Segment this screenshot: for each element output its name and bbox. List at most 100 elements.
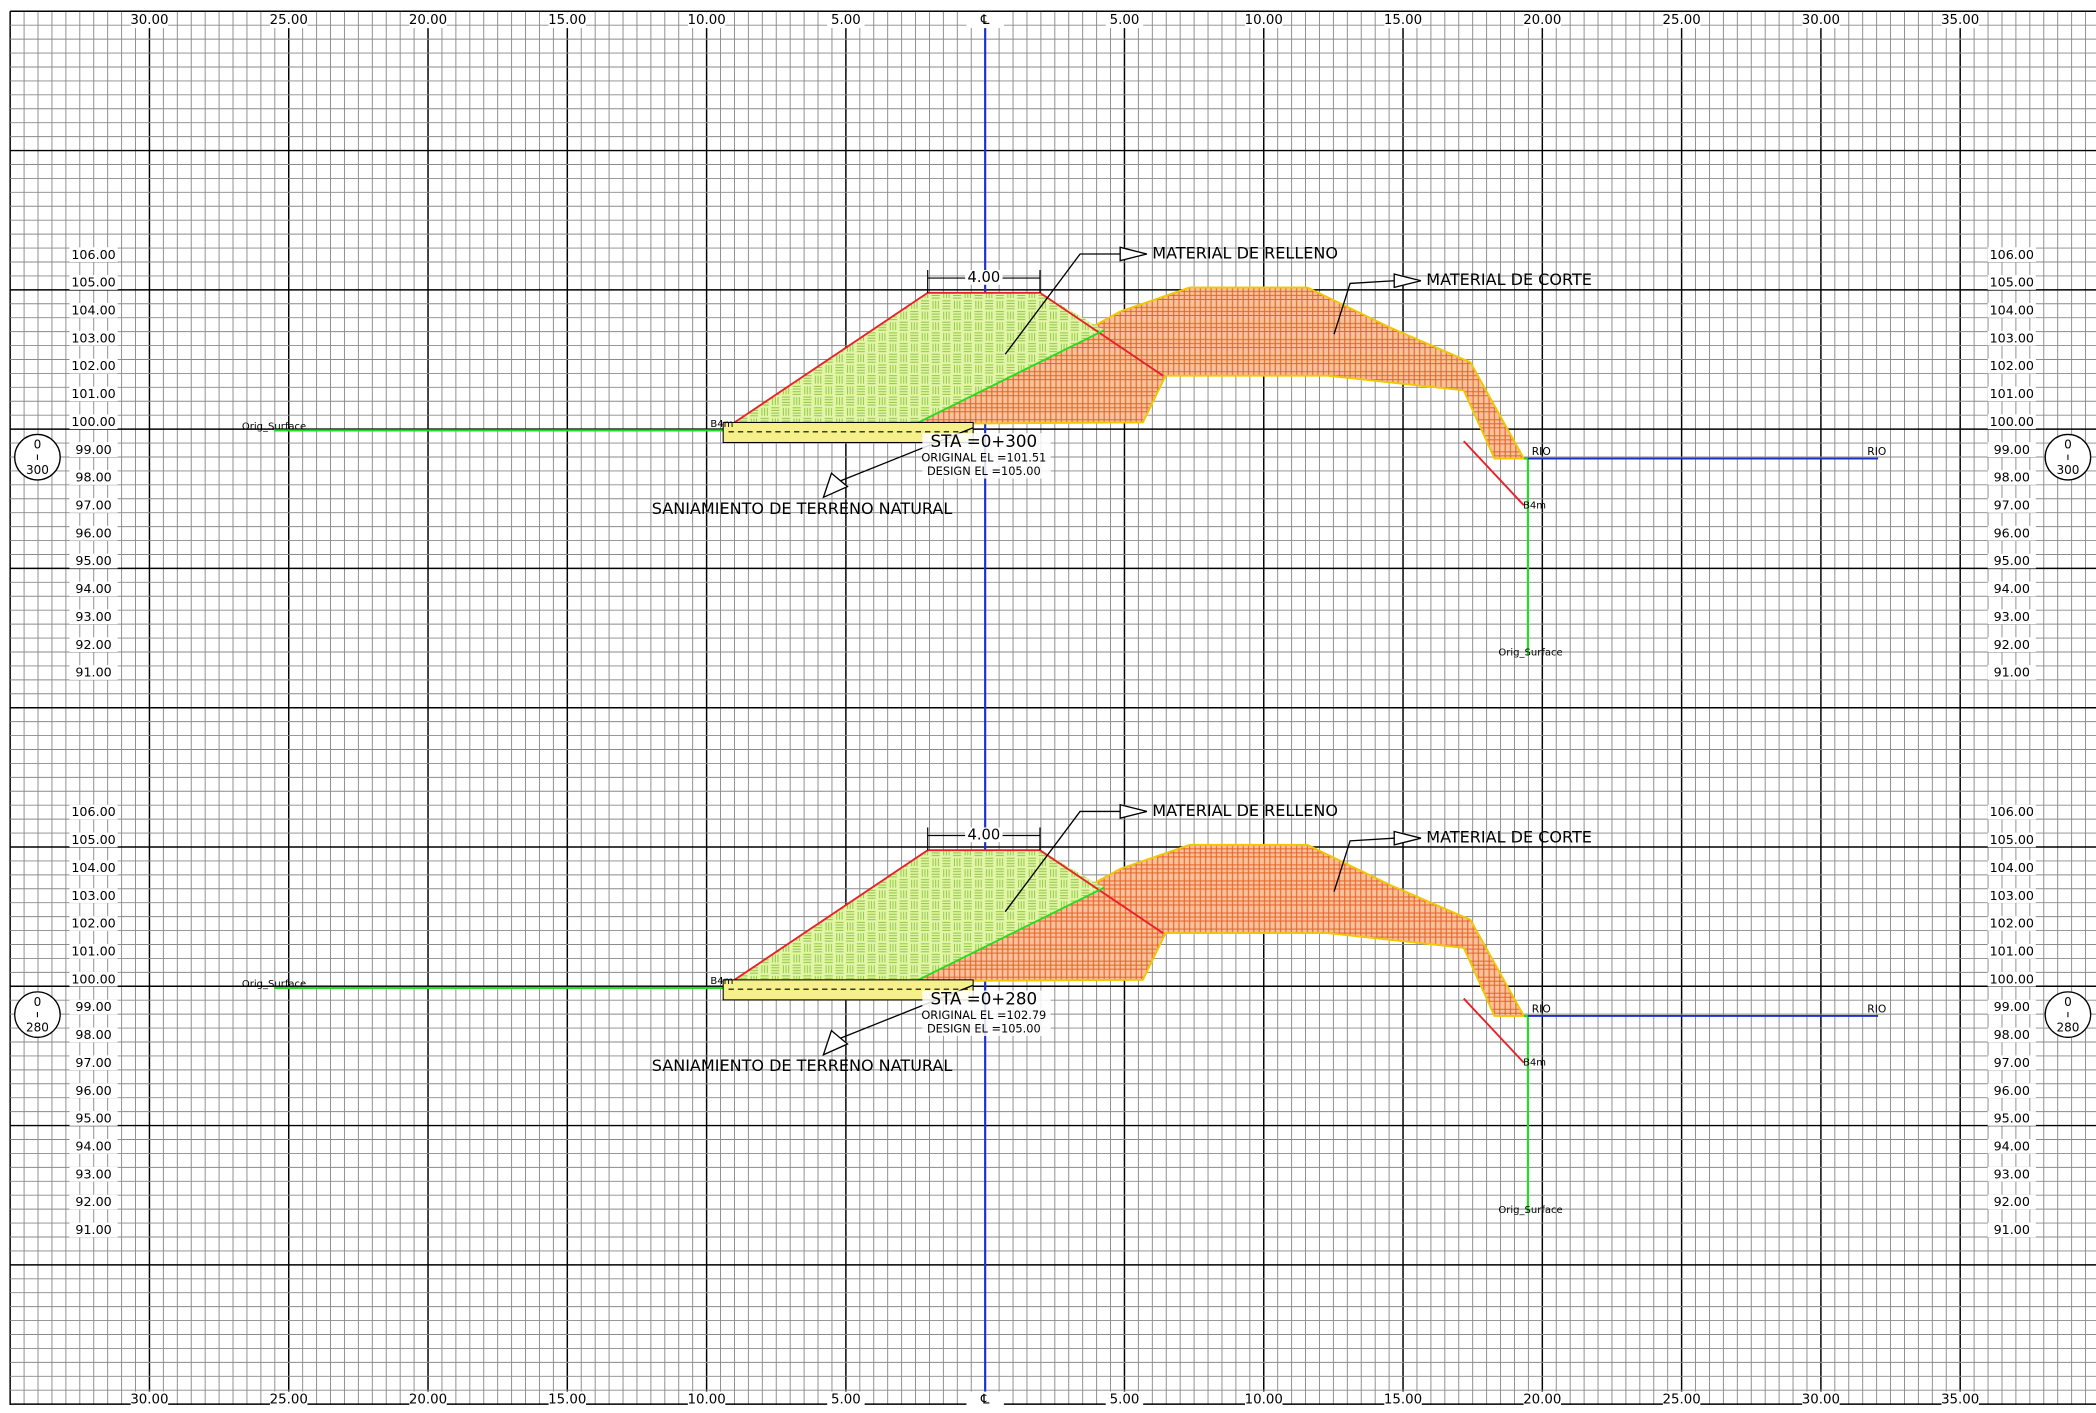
axis-label-top: 15.00 [548,13,586,28]
station-bubble-bottom: 300 [26,463,49,477]
axis-label-bottom: 30.00 [1802,1393,1840,1408]
axis-label-bottom: 30.00 [130,1393,168,1408]
axis-label-bottom: 25.00 [1662,1393,1700,1408]
cut-label: MATERIAL DE CORTE [1426,270,1592,289]
elevation-label-right: 101.00 [1990,386,2034,401]
axis-label-bg [966,12,1004,29]
grid [9,10,2096,1405]
axis-label-bg [827,12,865,29]
elevation-label-left: 91.00 [75,1222,111,1237]
elevation-label-right: 100.00 [1990,971,2034,986]
elevation-label-left: 91.00 [75,665,111,680]
river-label-right: RIO [1867,445,1886,458]
axis-label-top: 20.00 [1523,13,1561,28]
elevation-label-right: 94.00 [1994,581,2030,596]
elevation-label-bg [69,442,118,457]
elevation-label-bg [1987,247,2036,262]
elevation-label-bg [69,1222,118,1238]
axis-label-bg [1941,1391,1979,1408]
axis-label-top: 10.00 [1245,13,1283,28]
axis-label-bg [1523,1391,1562,1408]
axis-label-top: 5.00 [831,13,861,28]
elevation-label-right: 99.00 [1994,999,2030,1014]
axis-label-bg [1802,12,1840,29]
elevation-label-bg [1987,1111,2036,1126]
elevation-label-bg [69,943,118,959]
elevation-label-right: 96.00 [1994,1083,2030,1098]
elevation-label-bg [69,860,118,876]
leader-arrow [1393,830,1422,846]
axis-label-bg [1802,1391,1840,1408]
slope-label-left: B4m [710,976,733,987]
station-bubble-bottom: 280 [2056,1020,2079,1034]
design-elevation: DESIGN EL =105.00 [927,1021,1041,1035]
elevation-label-right: 103.00 [1990,888,2034,903]
elevation-label-right: 106.00 [1990,804,2034,819]
elevation-label-left: 106.00 [71,804,115,819]
dimension-bg [965,270,1003,285]
axis-label-bg [409,12,447,29]
elevation-label-bg [69,247,118,262]
elevation-label-left: 102.00 [71,916,115,931]
elevation-label-bg [69,1166,118,1182]
axis-label-bg [966,1391,1004,1408]
elevation-label-right: 106.00 [1990,247,2034,262]
elevation-label-left: 104.00 [71,303,115,318]
orig-surface-left: Orig_Surface [242,979,306,990]
axis-label-bg [1245,1391,1283,1408]
axis-label-bg [270,12,308,29]
orig-surface-right: Orig_Surface [1498,1205,1562,1216]
station-bubble-top: 0 [2064,438,2072,452]
elevation-label-left: 104.00 [71,860,115,875]
elevation-label-right: 91.00 [1994,665,2030,680]
design-slope-right [1463,440,1525,506]
axis-label-top: 15.00 [1384,13,1422,28]
elevation-label-bg [1987,553,2036,569]
elevation-label-bg [1987,470,2036,485]
elevation-label-right: 105.00 [1990,832,2034,847]
cut-label: MATERIAL DE CORTE [1426,828,1592,847]
axis-label-bottom: 10.00 [687,1393,725,1408]
elevation-label-right: 103.00 [1990,330,2034,345]
elevation-label-bg [1987,525,2036,541]
axis-label-bottom: 15.00 [1384,1393,1422,1408]
axis-label-top: 20.00 [409,13,447,28]
elevation-label-left: 103.00 [71,888,115,903]
axis-label-bg [548,12,587,29]
elevation-label-left: 92.00 [75,637,111,652]
elevation-label-left: 97.00 [75,498,111,513]
elevation-label-left: 106.00 [71,247,115,262]
station-text: STA =0+280 [931,988,1038,1008]
axis-label-bottom: 5.00 [1110,1393,1140,1408]
elevation-label-left: 103.00 [71,330,115,345]
elevation-label-left: 96.00 [75,525,111,540]
elevation-label-right: 93.00 [1994,1166,2030,1181]
leader-line [1333,837,1395,892]
axis-label-bg [1941,12,1979,29]
fill-area [732,292,1105,424]
cross-section: 106.00 106.00 105.00 105.00 104.00 104.00 103.… [14,801,2092,1238]
elevation-label-bg [1987,302,2036,318]
leader-arrow [1119,246,1148,262]
slope-label-right: B4m [1523,500,1546,511]
axis-label-top: 5.00 [1110,13,1140,28]
sanitation-strip [722,421,974,444]
design-profile [732,849,1164,982]
elevation-label-bg [69,358,118,374]
elevation-label-bg [1987,1166,2036,1182]
dimension-bg [965,827,1003,843]
elevation-label-bg [69,665,118,680]
station-info-bg [922,990,1051,1037]
axis-label-bg [1523,12,1562,29]
elevation-label-right: 95.00 [1994,553,2030,568]
axis-label-bottom: 5.00 [831,1393,861,1408]
slope-label-right: B4m [1523,1058,1546,1069]
elevation-label-bg [1987,1222,2036,1238]
elevation-label-right: 97.00 [1994,1055,2030,1070]
elevation-label-bg [1987,1194,2036,1210]
elevation-label-bg [1987,971,2036,987]
sanitation-strip [722,979,974,1001]
elevation-label-bg [1987,1055,2036,1071]
axis-label-top: 30.00 [130,13,168,28]
